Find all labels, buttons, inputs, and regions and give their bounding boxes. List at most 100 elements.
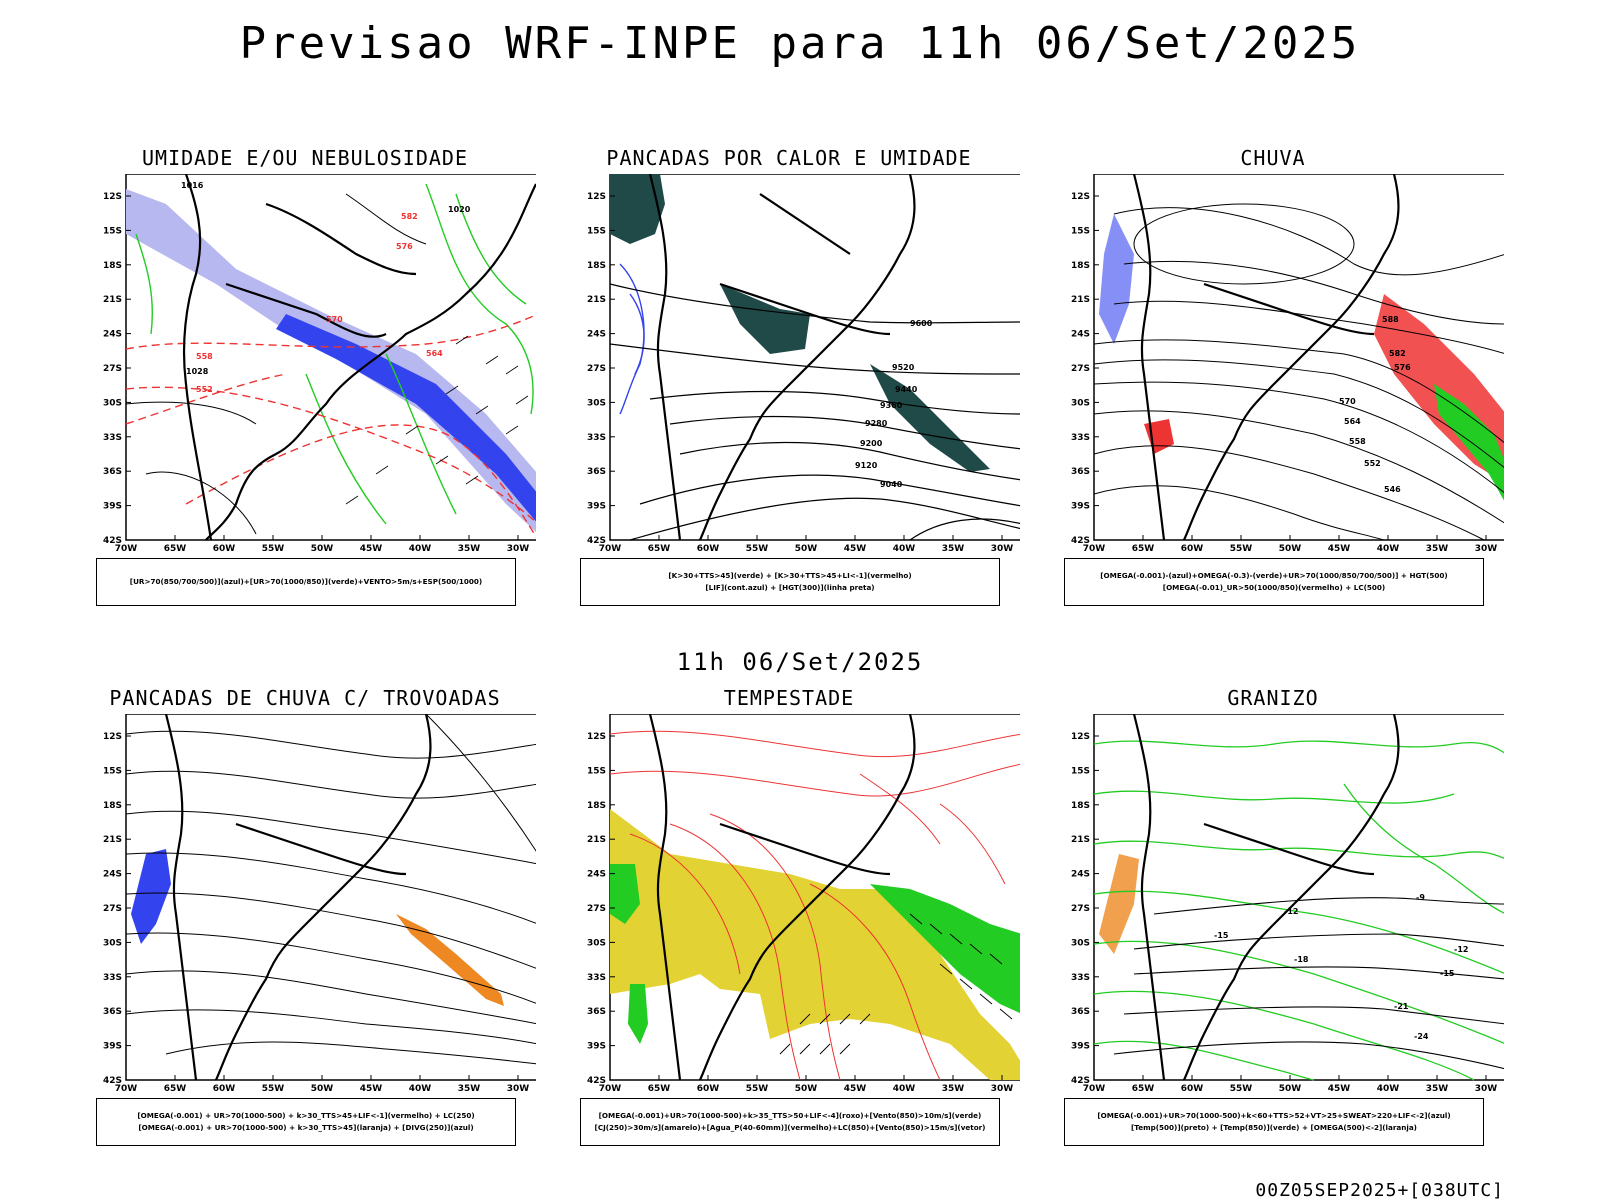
lat-tick-label: 33S (103, 433, 122, 443)
lat-tick-label: 24S (587, 870, 606, 880)
lat-tick-label: 21S (103, 835, 122, 845)
lat-tick-label: 24S (1071, 870, 1090, 880)
lat-tick-label: 30S (587, 938, 606, 948)
caption-line: [K>30+TTS>45](verde) + [K>30+TTS>45+LI<-… (668, 571, 912, 580)
contour-label: -24 (1414, 1032, 1429, 1041)
lon-tick-label: 40W (1377, 1084, 1400, 1092)
contour-label: -12 (1284, 907, 1298, 916)
panel-tempestade: TEMPESTADE 12S 15S 18S 21S 24S 27S 30S 33S 36S (580, 686, 1070, 1156)
contour-labels: 588 582 576 570 564 558 552 546 (1339, 315, 1411, 494)
panel-umidade: UMIDADE E/OU NEBULOSIDADE (96, 146, 586, 616)
lon-tick-label: 70W (599, 1084, 622, 1092)
lat-tick-label: 36S (103, 1007, 122, 1017)
caption-line: [OMEGA(-0.01)_UR>50(1000/850)(vermelho) … (1162, 583, 1386, 592)
contour-label: 9200 (860, 439, 883, 448)
lat-tick-label: 39S (1071, 1042, 1090, 1052)
contour-label: 9440 (895, 385, 918, 394)
lat-tick-label: 27S (1071, 904, 1090, 914)
lat-tick-label: 30S (1071, 938, 1090, 948)
lon-tick-label: 65W (164, 544, 187, 552)
map-pancadas-calor: 9600 9520 9440 9360 9280 9200 9120 9040 … (587, 174, 1020, 552)
legend-caption: [OMEGA(-0.001)+UR>70(1000-500)+k<60+TTS>… (1064, 1098, 1484, 1146)
contour-label: -9 (1416, 893, 1425, 902)
caption-line: [Temp(500)](preto) + [Temp(850)](verde) … (1131, 1123, 1417, 1132)
lon-tick-label: 45W (1328, 1084, 1351, 1092)
thunder-shading (131, 849, 504, 1006)
lat-tick-label: 24S (103, 330, 122, 340)
lon-tick-label: 40W (893, 1084, 916, 1092)
lat-tick-label: 36S (587, 467, 606, 477)
contour-label: -15 (1214, 931, 1229, 940)
lat-tick-label: 39S (103, 502, 122, 512)
map-chuva: 588 582 576 570 564 558 552 546 12S 15S 18… (1071, 174, 1504, 552)
lon-tick-label: 70W (1083, 544, 1106, 552)
lon-tick-label: 60W (1181, 1084, 1204, 1092)
lon-tick-label: 45W (360, 544, 383, 552)
contour-label: 570 (1339, 397, 1356, 406)
lon-tick-label: 35W (1426, 1084, 1449, 1092)
lon-tick-label: 30W (1475, 544, 1498, 552)
lat-tick-label: 15S (587, 766, 606, 776)
lat-tick-label: 30S (1071, 398, 1090, 408)
lon-tick-label: 30W (991, 1084, 1014, 1092)
caption-line: [OMEGA(-0.001)-(azul)+OMEGA(-0.3)-(verde… (1100, 571, 1448, 580)
lat-tick-label: 42S (1071, 1076, 1090, 1086)
jet-shading (610, 809, 1020, 1080)
lat-tick-label: 21S (587, 295, 606, 305)
panel-granizo: GRANIZO -9 -12 (1064, 686, 1554, 1156)
contour-label: 1020 (448, 205, 471, 214)
legend-caption: [OMEGA(-0.001)+UR>70(1000-500)+k>35_TTS>… (580, 1098, 1000, 1146)
lat-tick-label: 21S (587, 835, 606, 845)
caption-line: [UR>70(850/700/500)](azul)+[UR>70(1000/8… (129, 577, 483, 586)
lat-tick-label: 15S (103, 226, 122, 236)
legend-caption: [OMEGA(-0.001) + UR>70(1000-500) + k>30_… (96, 1098, 516, 1146)
lat-tick-label: 24S (587, 330, 606, 340)
lat-tick-label: 30S (103, 938, 122, 948)
contour-label: 9120 (855, 461, 878, 470)
lon-tick-label: 45W (844, 544, 867, 552)
lon-tick-label: 50W (1279, 1084, 1302, 1092)
hgt-contours (609, 283, 1020, 541)
lat-tick-label: 15S (103, 766, 122, 776)
lat-tick-label: 12S (1071, 192, 1090, 202)
temp850-contours (1093, 740, 1504, 1081)
lat-tick-label: 33S (103, 973, 122, 983)
lat-tick-label: 18S (587, 261, 606, 271)
lat-tick-label: 27S (1071, 364, 1090, 374)
lon-tick-label: 65W (648, 544, 671, 552)
panel-trovoadas: PANCADAS DE CHUVA C/ TROVOADAS 12S 15S 18S… (96, 686, 586, 1156)
caption-line: [CJ(250)>30m/s](amarelo)+[Agua_P(40-60mm… (594, 1123, 986, 1132)
lon-tick-label: 30W (991, 544, 1014, 552)
lat-tick-label: 42S (103, 1076, 122, 1086)
mid-title: 11h 06/Set/2025 (676, 648, 924, 676)
lat-tick-label: 21S (103, 295, 122, 305)
lon-tick-label: 40W (409, 1084, 432, 1092)
contour-labels: -9 -12 -15 -18 -21 -24 -12 -15 (1214, 893, 1468, 1041)
lat-tick-label: 27S (103, 904, 122, 914)
lat-tick-label: 18S (1071, 261, 1090, 271)
moisture-shading (126, 189, 536, 533)
lat-tick-label: 24S (1071, 330, 1090, 340)
lat-tick-label: 24S (103, 870, 122, 880)
coastline (1132, 174, 1400, 541)
pressure-contours (125, 193, 427, 535)
contour-label: -12 (1454, 945, 1468, 954)
lon-tick-label: 65W (164, 1084, 187, 1092)
lat-tick-label: 21S (1071, 295, 1090, 305)
coastline (648, 714, 916, 1081)
lat-tick-label: 12S (1071, 732, 1090, 742)
lat-tick-label: 27S (587, 364, 606, 374)
lon-tick-label: 55W (262, 1084, 285, 1092)
panel-title: TEMPESTADE (723, 686, 855, 710)
lon-tick-label: 60W (213, 1084, 236, 1092)
contour-label: 582 (401, 212, 418, 221)
lon-tick-label: 55W (746, 1084, 769, 1092)
lat-tick-label: 27S (587, 904, 606, 914)
lat-tick-label: 18S (1071, 801, 1090, 811)
